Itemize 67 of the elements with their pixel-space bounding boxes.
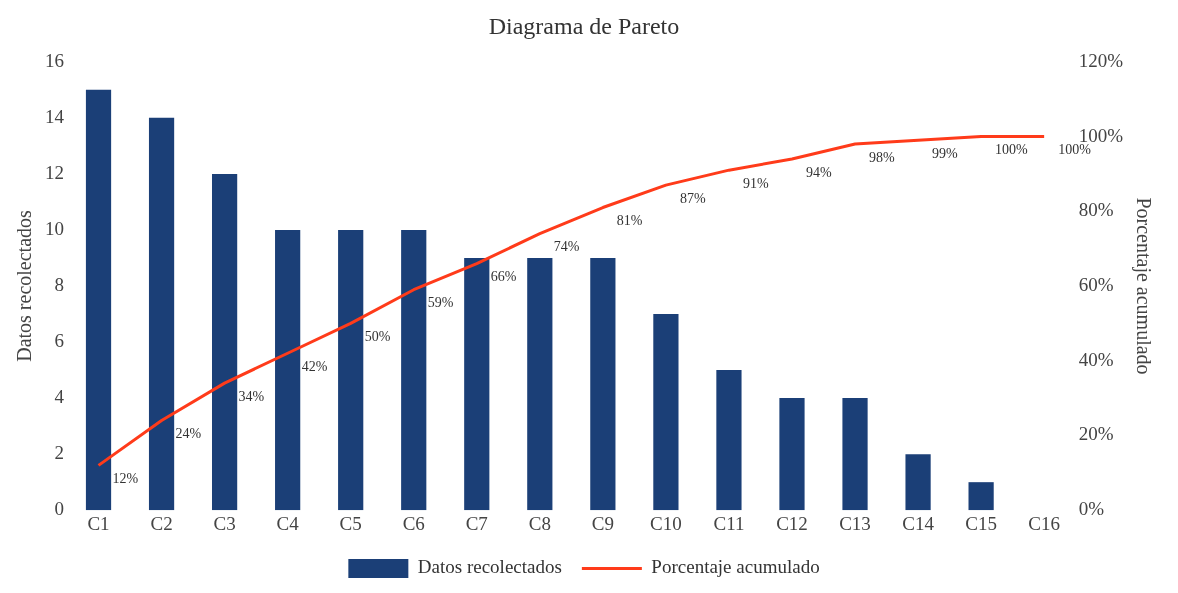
data-label: 12%	[112, 471, 139, 487]
y2-tick-label: 80%	[1078, 199, 1114, 221]
data-label: 66%	[490, 269, 517, 285]
x-tick-label: C1	[87, 512, 110, 534]
x-tick-label: C11	[713, 512, 745, 534]
bar	[653, 314, 679, 511]
x-tick-label: C10	[650, 512, 682, 534]
x-tick-label: C13	[839, 512, 871, 534]
bar	[464, 257, 490, 511]
data-label: 100%	[1058, 142, 1092, 158]
y2-tick-label: 20%	[1078, 423, 1114, 445]
bar	[212, 173, 238, 511]
data-label: 100%	[995, 142, 1029, 158]
y2-axis-title: Porcentaje acumulado	[1131, 197, 1155, 375]
y-tick-label: 10	[45, 217, 64, 239]
legend-label: Datos recolectados	[417, 556, 562, 578]
data-label: 34%	[238, 388, 265, 404]
x-tick-label: C9	[591, 512, 614, 534]
bar	[716, 370, 742, 511]
bar	[590, 257, 616, 511]
bar	[275, 229, 301, 511]
x-tick-label: C12	[776, 512, 808, 534]
x-tick-label: C8	[528, 512, 551, 534]
bar	[779, 398, 805, 511]
x-tick-label: C5	[339, 512, 362, 534]
y-tick-label: 2	[54, 442, 64, 464]
y-tick-label: 6	[54, 330, 64, 352]
bar	[527, 257, 553, 511]
data-label: 74%	[553, 239, 580, 255]
y2-tick-label: 120%	[1078, 49, 1124, 71]
x-tick-label: C7	[465, 512, 488, 534]
data-label: 59%	[427, 295, 454, 311]
data-label: 87%	[679, 190, 706, 206]
data-label: 42%	[301, 358, 328, 374]
y-tick-label: 16	[45, 49, 64, 71]
y-tick-label: 8	[54, 273, 64, 295]
bar	[968, 482, 994, 511]
x-tick-label: C2	[150, 512, 173, 534]
bar	[905, 454, 931, 511]
y-tick-label: 0	[54, 498, 64, 520]
data-label: 99%	[932, 145, 959, 161]
y2-tick-label: 0%	[1078, 498, 1105, 520]
data-label: 50%	[364, 329, 391, 345]
x-tick-label: C4	[276, 512, 300, 534]
x-tick-label: C3	[213, 512, 236, 534]
chart-title: Diagrama de Pareto	[488, 12, 680, 39]
data-label: 98%	[869, 149, 896, 165]
bar	[401, 229, 427, 511]
y2-tick-label: 60%	[1078, 273, 1114, 295]
x-tick-label: C14	[902, 512, 935, 534]
bar	[338, 229, 364, 511]
y2-tick-label: 40%	[1078, 348, 1114, 370]
data-label: 24%	[175, 426, 202, 442]
y-tick-label: 14	[45, 105, 65, 127]
x-tick-label: C6	[402, 512, 425, 534]
bar	[842, 398, 868, 511]
data-label: 94%	[805, 164, 832, 180]
legend-label: Porcentaje acumulado	[651, 556, 820, 578]
y-tick-label: 4	[54, 386, 65, 408]
x-tick-label: C15	[965, 512, 997, 534]
data-label: 91%	[742, 175, 769, 191]
y-axis-title: Datos recolectados	[13, 209, 36, 362]
y-tick-label: 12	[45, 161, 64, 183]
x-tick-label: C16	[1028, 512, 1060, 534]
bar	[85, 89, 112, 511]
data-label: 81%	[616, 213, 643, 229]
bar	[148, 117, 175, 511]
